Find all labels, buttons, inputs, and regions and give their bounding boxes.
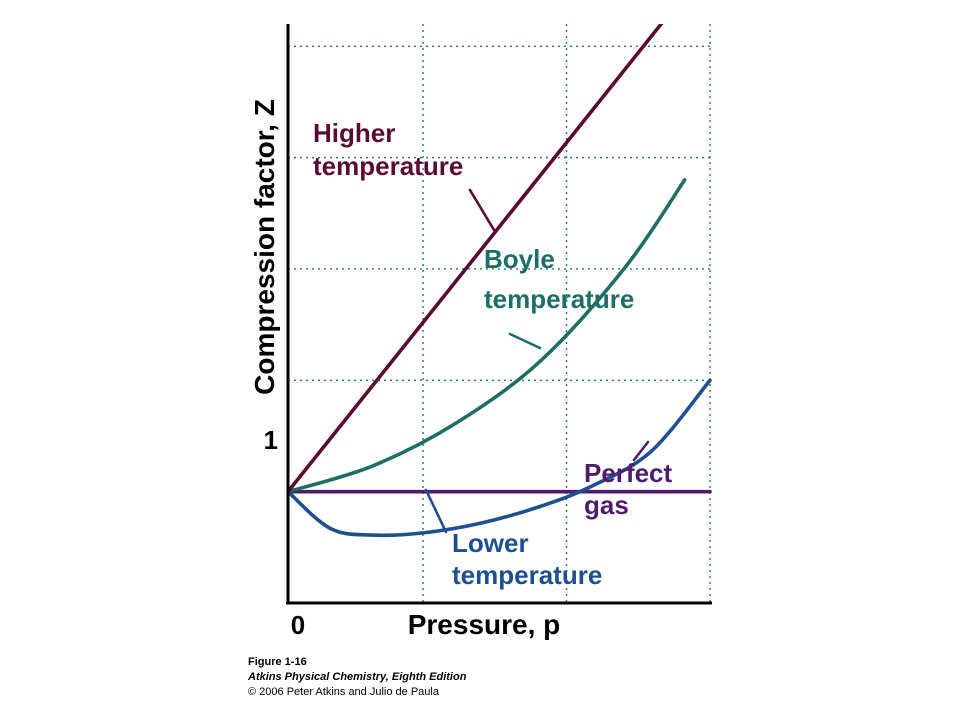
label-lower-temperature: Lower temperature: [452, 528, 602, 590]
leader-boyle-temperature: [508, 332, 542, 350]
leader-perfect-gas: [632, 440, 650, 462]
x-axis-label: Pressure, p: [408, 609, 561, 640]
series-line-higher-temperature: [288, 24, 664, 494]
figure-caption: Figure 1-16: [248, 656, 307, 668]
svg-text:temperature: temperature: [313, 151, 463, 181]
svg-text:Boyle: Boyle: [484, 244, 555, 274]
svg-text:Higher: Higher: [313, 118, 395, 148]
svg-text:Lower: Lower: [452, 528, 529, 558]
svg-text:gas: gas: [584, 490, 629, 520]
book-title: Atkins Physical Chemistry, Eighth Editio…: [248, 671, 467, 683]
svg-text:Perfect: Perfect: [584, 458, 672, 488]
axes: [286, 24, 712, 605]
data-series: [288, 24, 712, 538]
leader-higher-temperature: [468, 188, 496, 232]
series-line-boyle-temperature: [288, 178, 687, 494]
y-tick-label-1: 1: [264, 425, 278, 455]
label-leaders: [424, 188, 650, 534]
y-axis-label: Compression factor, Z: [249, 99, 280, 395]
label-boyle-temperature: Boyle temperature: [484, 244, 634, 314]
x-tick-label-0: 0: [291, 610, 305, 640]
series-line-lower-temperature: [288, 378, 712, 538]
svg-text:temperature: temperature: [484, 284, 634, 314]
label-higher-temperature: Higher temperature: [313, 118, 463, 181]
svg-text:temperature: temperature: [452, 560, 602, 590]
leader-lower-temperature: [424, 488, 448, 534]
copyright-notice: © 2006 Peter Atkins and Julio de Paula: [248, 686, 439, 698]
label-perfect-gas: Perfect gas: [584, 458, 672, 520]
